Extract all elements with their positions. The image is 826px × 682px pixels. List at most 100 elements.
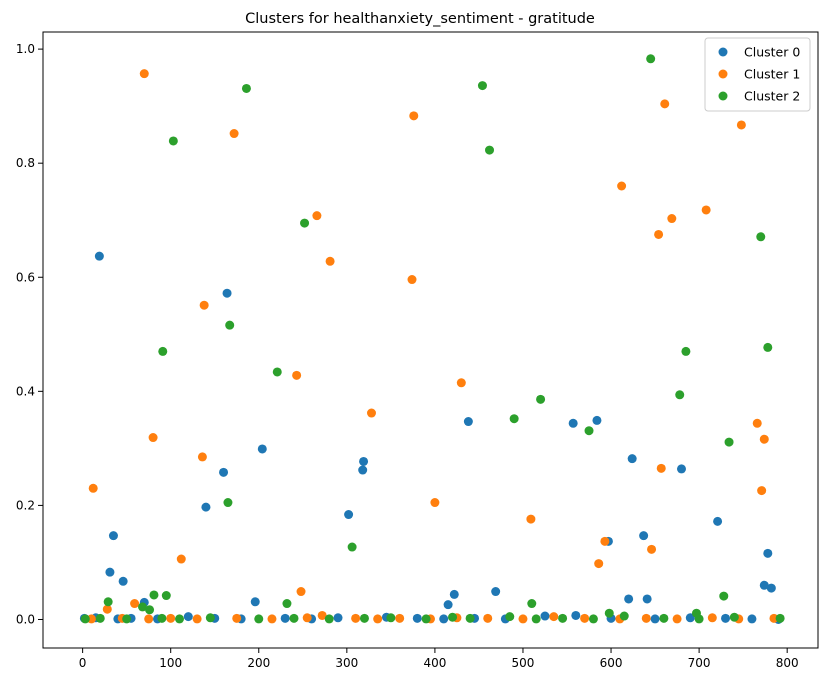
data-point	[676, 464, 686, 474]
data-point	[108, 531, 118, 541]
data-point	[201, 502, 211, 512]
data-point	[358, 465, 368, 475]
data-point	[223, 498, 233, 508]
data-point	[130, 599, 140, 609]
data-point	[736, 120, 746, 130]
data-point	[300, 218, 310, 228]
data-point	[138, 602, 148, 612]
data-point	[584, 426, 594, 436]
data-point	[289, 613, 299, 623]
data-point	[759, 580, 769, 590]
data-point	[272, 367, 282, 377]
data-point	[592, 415, 602, 425]
data-point	[549, 612, 559, 622]
data-point	[359, 613, 369, 623]
data-point	[769, 613, 779, 623]
data-point	[588, 614, 598, 624]
data-point	[660, 99, 670, 109]
data-point	[222, 288, 232, 298]
data-point	[756, 232, 766, 242]
y-tick-label: 0.6	[16, 270, 35, 284]
data-point	[409, 111, 419, 121]
data-point	[536, 394, 546, 404]
data-point	[675, 390, 685, 400]
x-tick-label: 0	[79, 656, 87, 670]
data-point	[296, 587, 306, 597]
data-point	[775, 613, 785, 623]
data-point	[232, 613, 242, 623]
data-point	[225, 320, 235, 330]
data-point	[175, 614, 185, 624]
data-point	[600, 536, 610, 546]
data-point	[421, 614, 431, 624]
y-tick-label: 0.0	[16, 612, 35, 626]
data-point	[118, 576, 128, 586]
data-point	[766, 583, 776, 593]
data-point	[627, 454, 637, 464]
data-point	[724, 437, 734, 447]
data-point	[148, 433, 158, 443]
data-point	[412, 613, 422, 623]
data-point	[94, 251, 104, 261]
data-point	[681, 346, 691, 356]
data-point	[667, 214, 677, 224]
data-point	[747, 614, 757, 624]
data-point	[197, 452, 207, 462]
data-point	[105, 567, 115, 577]
data-point	[477, 81, 487, 91]
data-point	[604, 608, 614, 618]
data-point	[624, 594, 634, 604]
data-point	[439, 614, 449, 624]
x-tick-label: 300	[335, 656, 358, 670]
y-tick-label: 0.4	[16, 384, 35, 398]
data-point	[324, 614, 334, 624]
legend-label: Cluster 2	[744, 89, 800, 104]
data-point	[103, 597, 113, 607]
x-tick-label: 100	[159, 656, 182, 670]
data-point	[752, 418, 762, 428]
data-point	[333, 613, 343, 623]
data-point	[102, 604, 112, 614]
data-point	[192, 614, 202, 624]
data-point	[518, 614, 528, 624]
data-point	[617, 181, 627, 191]
points-layer	[79, 54, 785, 624]
data-point	[149, 590, 159, 600]
data-point	[759, 434, 769, 444]
data-point	[646, 54, 656, 64]
data-point	[351, 613, 361, 623]
data-point	[347, 542, 357, 552]
data-point	[395, 613, 405, 623]
data-point	[568, 418, 578, 428]
data-point	[491, 587, 501, 597]
data-point	[430, 498, 440, 508]
data-point	[312, 211, 322, 221]
data-point	[456, 378, 466, 388]
data-point	[580, 613, 590, 623]
legend-marker	[718, 69, 728, 79]
data-point	[763, 342, 773, 352]
data-point	[509, 414, 519, 424]
data-point	[594, 559, 604, 569]
data-point	[267, 614, 277, 624]
data-point	[540, 611, 550, 621]
data-point	[317, 610, 327, 620]
data-point	[443, 600, 453, 610]
data-point	[642, 594, 652, 604]
data-point	[639, 531, 649, 541]
data-point	[558, 613, 568, 623]
legend-marker	[718, 47, 728, 57]
data-point	[254, 614, 264, 624]
data-point	[619, 611, 629, 621]
data-point	[158, 346, 168, 356]
data-point	[571, 610, 581, 620]
data-point	[707, 613, 717, 623]
data-point	[448, 612, 458, 622]
data-point	[144, 614, 154, 624]
data-point	[86, 614, 96, 624]
data-point	[95, 613, 105, 623]
data-point	[729, 612, 739, 622]
data-point	[713, 516, 723, 526]
data-point	[325, 256, 335, 266]
y-axis-ticks: 0.0 0.2 0.4 0.6 0.8 1.0	[16, 42, 43, 626]
